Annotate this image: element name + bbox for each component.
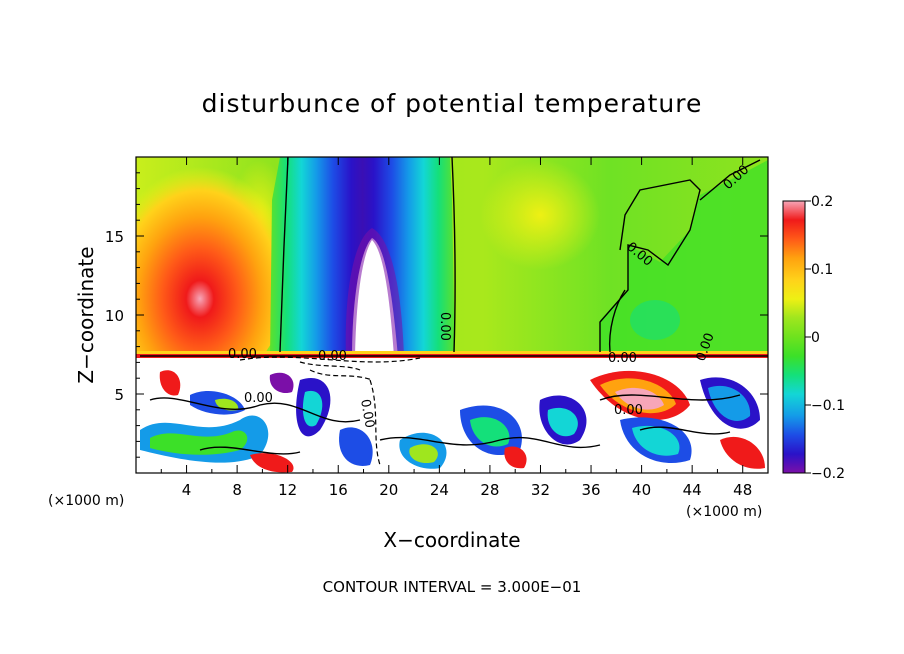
x-axis: 4 8 12 16 20 24 28 32 36 40 44 48	[160, 157, 752, 499]
colorbar-tick-label: 0.2	[811, 194, 833, 210]
y-tick-label: 5	[114, 386, 124, 404]
x-tick-label: 16	[329, 481, 348, 499]
chart-title: disturbunce of potential temperature	[202, 89, 703, 118]
y-tick-label: 15	[105, 228, 124, 246]
warm-patch	[480, 160, 600, 270]
x-tick-label: 44	[683, 481, 702, 499]
x-axis-label: X−coordinate	[383, 528, 520, 552]
x-tick-label: 48	[733, 481, 752, 499]
x-tick-label: 12	[278, 481, 297, 499]
y-axis: 5 10 15	[105, 172, 768, 458]
plot-area: 0.00 0.00 0.00 0.00 0.00 0.00 0.00 0.00 …	[136, 157, 768, 473]
colorbar-tick-label: 0.1	[811, 262, 833, 278]
contour-label: 0.00	[228, 347, 257, 362]
x-tick-label: 24	[430, 481, 449, 499]
contour-label: 0.00	[614, 403, 643, 418]
x-unit-label-left: (×1000 m)	[48, 493, 124, 509]
contour-label: 0.00	[244, 391, 273, 406]
colorbar-tick-label: 0	[811, 330, 820, 346]
x-tick-label: 28	[480, 481, 499, 499]
x-unit-label-right: (×1000 m)	[686, 504, 762, 520]
x-tick-label: 32	[531, 481, 550, 499]
colorbar-ticks: 0.2 0.1 0 −0.1 −0.2	[805, 194, 845, 482]
cool-spot	[630, 300, 680, 340]
colorbar-tick-label: −0.2	[811, 466, 845, 482]
warm-anomaly	[136, 157, 290, 390]
contour-label: 0.00	[318, 349, 347, 364]
y-tick-label: 10	[105, 307, 124, 325]
plume-core	[355, 240, 394, 357]
y-axis-label: Z−coordinate	[74, 246, 98, 383]
x-tick-label: 36	[581, 481, 600, 499]
contour-label: 0.00	[357, 398, 377, 429]
contour-label: 0.00	[437, 312, 452, 341]
colorbar	[782, 200, 806, 474]
x-tick-label: 8	[232, 481, 242, 499]
x-tick-label: 20	[379, 481, 398, 499]
colorbar-tick-label: −0.1	[811, 398, 845, 414]
negative-contours	[239, 356, 421, 466]
contour-label: 0.00	[608, 351, 637, 366]
inversion-layer	[136, 351, 768, 354]
x-tick-label: 4	[182, 481, 192, 499]
x-tick-label: 40	[632, 481, 651, 499]
contour-lines	[140, 157, 768, 455]
contour-interval-note: CONTOUR INTERVAL = 3.000E−01	[323, 578, 582, 596]
